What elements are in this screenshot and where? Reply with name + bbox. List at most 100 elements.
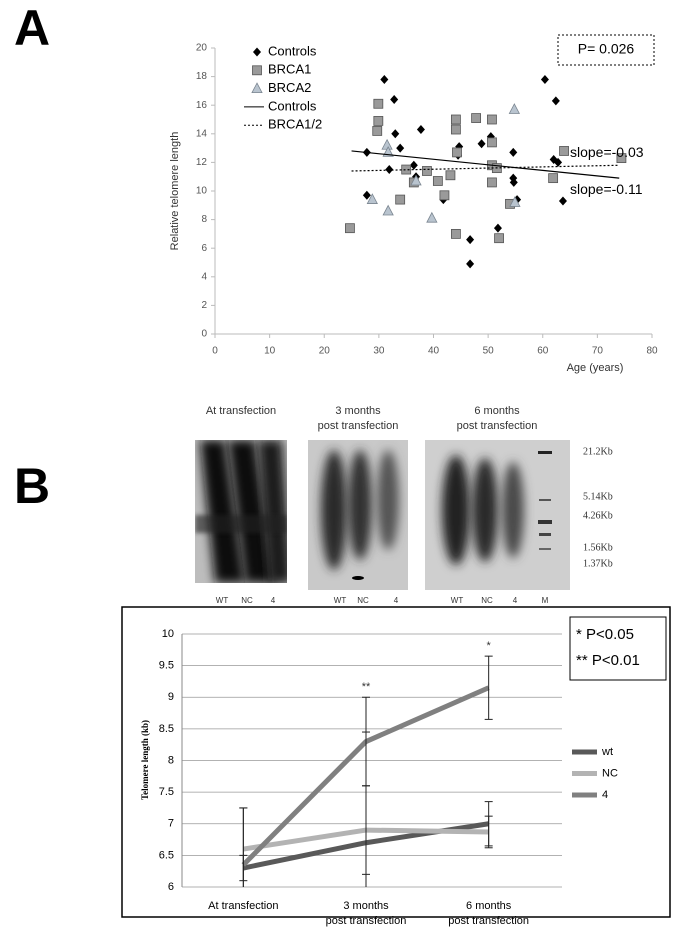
point (401, 164, 412, 175)
point (466, 259, 475, 269)
y-tick-label: 4 (201, 271, 207, 282)
legend-label: BRCA1/2 (268, 117, 322, 132)
point (487, 137, 497, 148)
significance: ** (362, 681, 371, 693)
gel-title: 3 months (335, 405, 381, 417)
point (554, 157, 563, 167)
point (558, 196, 567, 206)
point (477, 139, 486, 149)
lane-label: 4 (394, 596, 399, 605)
y-tick-label: 6.5 (159, 849, 174, 861)
legend-label: BRCA1 (268, 62, 311, 77)
point (381, 138, 393, 150)
y-tick-label: 6 (201, 243, 207, 254)
y-tick-label: 14 (196, 128, 208, 139)
y-tick-label: 2 (201, 300, 207, 311)
gel-title: 6 months (474, 405, 520, 417)
y-tick-label: 10 (196, 186, 208, 197)
point (559, 146, 569, 156)
x-tick-label: 6 months (466, 900, 512, 912)
size-marker-label: 5.14Kb (583, 491, 613, 502)
lane-label: WT (216, 596, 229, 605)
x-tick-label: 3 months (343, 900, 389, 912)
point (416, 125, 425, 135)
y-tick-label: 0 (201, 329, 207, 340)
chart-frame (121, 606, 671, 918)
point (439, 190, 450, 201)
x-tick-label: 40 (428, 346, 440, 357)
lane-label: 4 (271, 596, 276, 605)
point (445, 170, 456, 181)
legend-marker (251, 82, 263, 93)
y-tick-label: 9 (168, 691, 174, 703)
x-tick-label: 60 (537, 346, 549, 357)
lane-label: M (542, 596, 549, 605)
pvalue-note: ** P<0.01 (576, 652, 640, 669)
point (466, 235, 475, 245)
slope-label: slope=-0.11 (570, 181, 643, 197)
point (471, 113, 482, 123)
point (509, 177, 518, 187)
point (373, 98, 384, 109)
pvalue-box (569, 616, 667, 681)
point (410, 174, 422, 186)
lane-label: WT (334, 596, 347, 605)
point (372, 126, 383, 136)
point (373, 116, 384, 126)
y-tick-label: 7.5 (159, 786, 174, 798)
lane-label: NC (481, 596, 493, 605)
point (409, 160, 418, 170)
y-tick-label: 8 (201, 214, 207, 225)
lane-label: 4 (513, 596, 518, 605)
size-marker-label: 1.37Kb (583, 558, 613, 569)
point (494, 233, 504, 244)
y-tick-label: 16 (196, 100, 208, 111)
point (395, 194, 406, 205)
gel-title: At transfection (206, 405, 276, 417)
x-tick-label: 20 (319, 346, 331, 357)
point (487, 114, 497, 125)
x-axis-label: Age (years) (567, 362, 624, 374)
y-tick-label: 18 (196, 71, 208, 82)
legend-label: 4 (602, 789, 608, 801)
point (385, 165, 394, 175)
y-axis-label: Telomere length (kb) (140, 720, 150, 800)
x-tick-label: 50 (483, 346, 495, 357)
size-marker-label: 1.56Kb (583, 542, 613, 553)
x-tick-label: 80 (646, 346, 658, 357)
point (509, 196, 521, 207)
point (366, 193, 378, 204)
gel-image (195, 440, 287, 583)
point (450, 124, 461, 135)
point (509, 147, 518, 157)
x-tick-label: post transfection (448, 915, 529, 927)
trend-line (351, 164, 620, 172)
significance: * (487, 640, 492, 652)
point (452, 147, 462, 158)
gel-title: post transfection (457, 420, 538, 432)
point (362, 190, 371, 200)
y-tick-label: 20 (196, 43, 208, 54)
error-bar (239, 807, 248, 887)
y-tick-label: 9.5 (159, 660, 174, 672)
legend-label: NC (602, 767, 618, 779)
error-bar (484, 815, 493, 849)
y-tick-label: 8 (168, 754, 174, 766)
point (616, 153, 627, 164)
x-tick-label: post transfection (326, 915, 407, 927)
y-axis-label: Relative telomere length (169, 132, 181, 251)
lane-label: WT (451, 596, 464, 605)
size-marker-label: 4.26Kb (583, 510, 613, 521)
x-tick-label: 70 (592, 346, 604, 357)
point (426, 211, 438, 223)
legend-marker (252, 65, 262, 76)
panel-label: A (14, 0, 50, 56)
legend-label: wt (601, 746, 613, 758)
legend-label: Controls (268, 98, 317, 113)
point (540, 74, 549, 84)
point (493, 223, 502, 233)
lane-label: NC (241, 596, 253, 605)
pvalue: P= 0.026 (578, 41, 635, 57)
point (382, 204, 394, 216)
